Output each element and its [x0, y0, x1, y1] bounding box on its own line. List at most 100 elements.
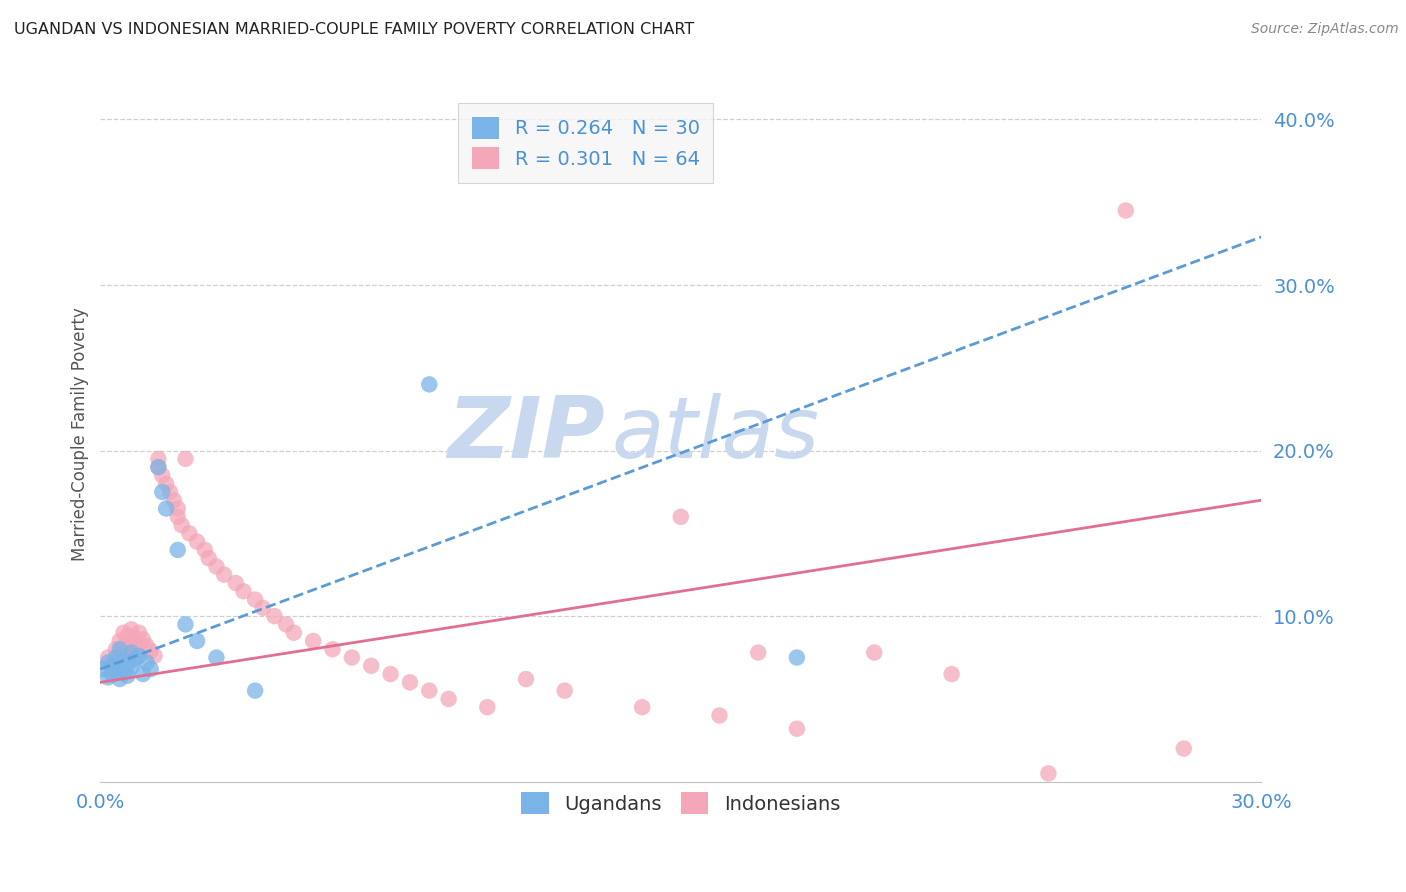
Point [186, 534, 208, 549]
Point [97, 650, 120, 665]
Point [104, 662, 127, 676]
Point [97, 670, 120, 684]
Point [232, 584, 254, 599]
Point [104, 642, 127, 657]
Point [132, 632, 155, 647]
Point [135, 656, 157, 670]
Point [139, 662, 162, 676]
Point [252, 600, 274, 615]
Point [139, 644, 162, 658]
Point [1038, 766, 1060, 780]
Text: atlas: atlas [612, 392, 820, 475]
Point [437, 692, 460, 706]
Point [93, 662, 115, 676]
Point [631, 700, 654, 714]
Point [243, 592, 266, 607]
Point [194, 542, 217, 557]
Point [786, 650, 808, 665]
Point [128, 625, 150, 640]
Point [124, 652, 146, 666]
Point [212, 567, 235, 582]
Point [515, 672, 537, 686]
Point [418, 377, 440, 392]
Text: ZIP: ZIP [447, 392, 606, 475]
Legend: Ugandans, Indonesians: Ugandans, Indonesians [512, 782, 851, 824]
Point [380, 667, 402, 681]
Point [148, 460, 170, 475]
Point [786, 722, 808, 736]
Point [108, 634, 131, 648]
Point [863, 646, 886, 660]
Point [112, 654, 135, 668]
Point [205, 559, 228, 574]
Point [747, 646, 769, 660]
Point [120, 623, 142, 637]
Point [1115, 203, 1137, 218]
Point [112, 665, 135, 680]
Point [112, 639, 135, 653]
Point [418, 683, 440, 698]
Point [108, 672, 131, 686]
Point [669, 509, 692, 524]
Point [120, 660, 142, 674]
Point [108, 642, 131, 657]
Point [274, 617, 297, 632]
Point [941, 667, 963, 681]
Point [166, 542, 188, 557]
Point [148, 451, 170, 466]
Point [101, 662, 124, 676]
Point [477, 700, 499, 714]
Point [117, 629, 139, 643]
Point [150, 468, 173, 483]
Point [186, 634, 208, 648]
Point [124, 631, 146, 645]
Point [104, 656, 127, 670]
Text: Source: ZipAtlas.com: Source: ZipAtlas.com [1251, 22, 1399, 37]
Point [117, 669, 139, 683]
Point [205, 650, 228, 665]
Point [283, 625, 305, 640]
Point [97, 656, 120, 670]
Point [117, 646, 139, 660]
Point [124, 644, 146, 658]
Text: UGANDAN VS INDONESIAN MARRIED-COUPLE FAMILY POVERTY CORRELATION CHART: UGANDAN VS INDONESIAN MARRIED-COUPLE FAM… [14, 22, 695, 37]
Point [108, 648, 131, 663]
Y-axis label: Married-Couple Family Poverty: Married-Couple Family Poverty [72, 307, 89, 561]
Point [166, 501, 188, 516]
Point [166, 509, 188, 524]
Point [148, 460, 170, 475]
Point [104, 650, 127, 665]
Point [155, 476, 177, 491]
Point [112, 625, 135, 640]
Point [120, 637, 142, 651]
Point [340, 650, 363, 665]
Point [101, 658, 124, 673]
Point [101, 667, 124, 681]
Point [1173, 741, 1195, 756]
Point [179, 526, 201, 541]
Point [117, 657, 139, 672]
Point [120, 646, 142, 660]
Point [150, 485, 173, 500]
Point [128, 637, 150, 651]
Point [174, 451, 197, 466]
Point [709, 708, 731, 723]
Point [554, 683, 576, 698]
Point [399, 675, 422, 690]
Point [155, 501, 177, 516]
Point [174, 617, 197, 632]
Point [243, 683, 266, 698]
Point [322, 642, 344, 657]
Point [225, 576, 247, 591]
Point [163, 493, 186, 508]
Point [159, 485, 181, 500]
Point [132, 667, 155, 681]
Point [360, 658, 382, 673]
Point [128, 648, 150, 663]
Point [302, 634, 325, 648]
Point [170, 518, 193, 533]
Point [135, 639, 157, 653]
Point [197, 551, 219, 566]
Point [263, 609, 285, 624]
Point [143, 648, 166, 663]
